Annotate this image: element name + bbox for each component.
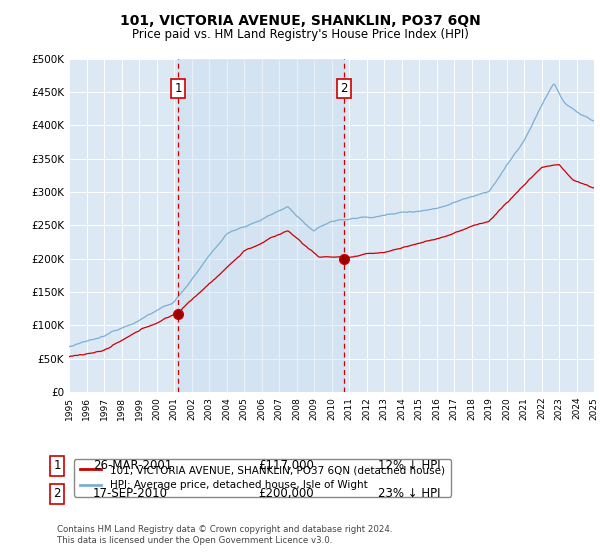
Bar — [178, 59, 344, 392]
Text: 101, VICTORIA AVENUE, SHANKLIN, PO37 6QN: 101, VICTORIA AVENUE, SHANKLIN, PO37 6QN — [119, 14, 481, 28]
Legend: 101, VICTORIA AVENUE, SHANKLIN, PO37 6QN (detached house), HPI: Average price, d: 101, VICTORIA AVENUE, SHANKLIN, PO37 6QN… — [74, 459, 451, 497]
Text: 17-SEP-2010: 17-SEP-2010 — [93, 487, 168, 501]
Text: 1: 1 — [53, 459, 61, 473]
Text: £200,000: £200,000 — [258, 487, 314, 501]
Text: 23% ↓ HPI: 23% ↓ HPI — [378, 487, 440, 501]
Text: 2: 2 — [53, 487, 61, 501]
Text: £117,000: £117,000 — [258, 459, 314, 473]
Text: 12% ↓ HPI: 12% ↓ HPI — [378, 459, 440, 473]
Text: 2: 2 — [340, 82, 348, 95]
Text: Price paid vs. HM Land Registry's House Price Index (HPI): Price paid vs. HM Land Registry's House … — [131, 28, 469, 41]
Text: 1: 1 — [174, 82, 182, 95]
Text: Contains HM Land Registry data © Crown copyright and database right 2024.
This d: Contains HM Land Registry data © Crown c… — [57, 525, 392, 545]
Text: 26-MAR-2001: 26-MAR-2001 — [93, 459, 172, 473]
